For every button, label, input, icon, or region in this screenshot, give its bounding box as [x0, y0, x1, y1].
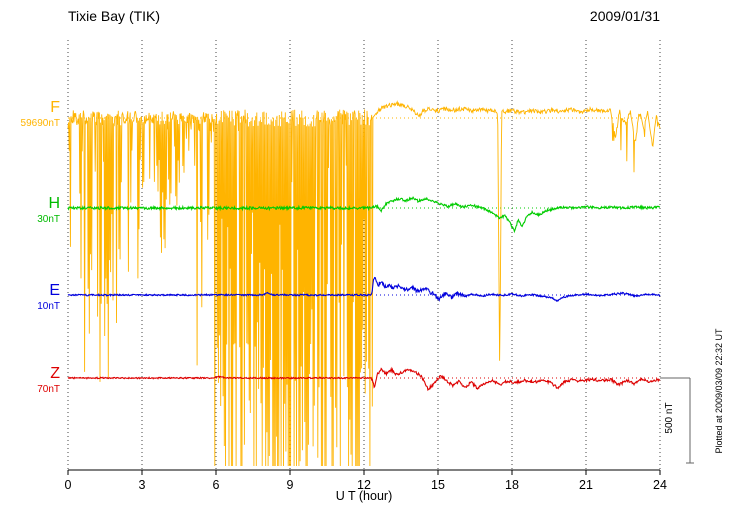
x-tick-label: 9	[287, 478, 294, 492]
series-label-e: E 10nT	[0, 283, 60, 312]
scale-bar-label: 500 nT	[664, 402, 675, 434]
series-label-f: F 59690nT	[0, 100, 60, 129]
station-title: Tixie Bay (TIK)	[68, 8, 161, 24]
scale-bar	[660, 377, 694, 464]
series-letter-h: H	[48, 195, 60, 212]
x-axis-label: U T (hour)	[335, 489, 393, 503]
plot-date: 2009/01/31	[589, 8, 660, 24]
x-tick-label: 21	[579, 478, 593, 492]
trace-H	[67, 196, 661, 234]
trace-F	[67, 100, 661, 467]
x-tick-label: 24	[653, 478, 667, 492]
series-basevalue-f: 59690nT	[20, 118, 60, 129]
gridlines	[67, 40, 661, 470]
series-label-h: H 30nT	[0, 196, 60, 225]
x-tick-label: 18	[505, 478, 519, 492]
series-letter-z: Z	[50, 365, 60, 382]
x-axis: 0 3 6 9 12 15 18 21 24	[65, 469, 667, 492]
trace-E	[67, 276, 661, 302]
x-tick-label: 3	[139, 478, 146, 492]
plot-timestamp: Plotted at 2009/03/09 22:32 UT	[714, 328, 724, 454]
x-tick-label: 0	[65, 478, 72, 492]
series-basevalue-h: 30nT	[37, 214, 60, 225]
series-letter-e: E	[49, 282, 60, 299]
x-tick-label: 6	[213, 478, 220, 492]
series-basevalue-e: 10nT	[37, 301, 60, 312]
series-letter-f: F	[50, 99, 60, 116]
series-label-z: Z 70nT	[0, 366, 60, 395]
x-tick-label: 15	[431, 478, 445, 492]
trace-Z	[67, 366, 661, 392]
series-basevalue-z: 70nT	[37, 384, 60, 395]
x-tick-label: 12	[357, 478, 371, 492]
